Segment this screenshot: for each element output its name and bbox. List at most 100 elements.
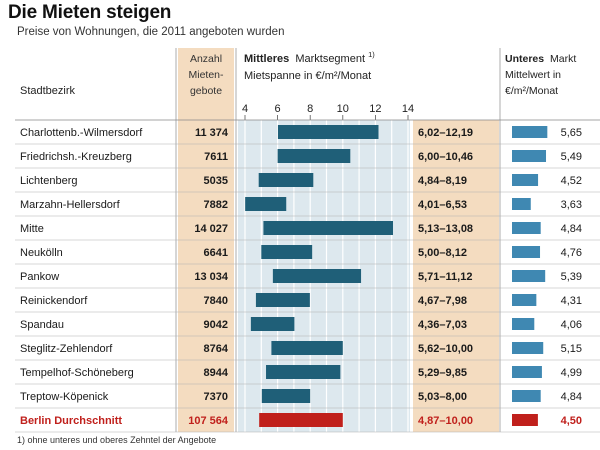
offer-count: 7370 — [204, 391, 228, 403]
range-bar — [261, 245, 313, 259]
range-label: 4,01–6,53 — [418, 199, 467, 211]
table-row: Reinickendorf 7840 4,67–7,98 4,31 — [15, 293, 600, 313]
x-tick-label: 10 — [337, 103, 349, 115]
offer-count: 9042 — [204, 319, 228, 331]
offer-count: 107 564 — [188, 415, 229, 427]
table-row: Charlottenb.-Wilmersdorf 11 374 6,02–12,19… — [15, 125, 600, 145]
mean-bar — [512, 174, 539, 186]
table-row: Steglitz-Zehlendorf 8764 5,62–10,00 5,15 — [15, 341, 600, 361]
range-bar — [263, 221, 394, 235]
district-name: Mitte — [20, 223, 44, 235]
offer-count: 14 027 — [194, 223, 228, 235]
average-range-bar — [259, 413, 343, 427]
header-middle-bold: Mittleres — [244, 53, 289, 65]
range-bar — [272, 269, 362, 283]
header-middle-segment: Mittleres Marktsegment 1) — [244, 50, 375, 65]
mean-bar — [512, 342, 544, 354]
range-label: 4,84–8,19 — [418, 175, 467, 187]
header-middle-rest: Marktsegment — [295, 53, 365, 65]
district-name: Lichtenberg — [20, 175, 78, 187]
header-count-line3: gebote — [190, 85, 222, 97]
mean-bar — [512, 150, 547, 162]
header-count-line2: Mieten- — [188, 69, 224, 81]
x-tick-label: 12 — [369, 103, 381, 115]
mean-bar — [512, 390, 541, 402]
mean-label: 4,50 — [561, 415, 582, 427]
offer-count: 11 374 — [195, 127, 229, 139]
range-label: 5,13–13,08 — [418, 223, 473, 235]
offer-count: 6641 — [204, 247, 228, 259]
district-name: Spandau — [20, 319, 64, 331]
district-name: Treptow-Köpenick — [20, 391, 109, 403]
table-row: Spandau 9042 4,36–7,03 4,06 — [15, 317, 600, 337]
range-bar — [245, 197, 287, 211]
range-label: 4,67–7,98 — [418, 295, 467, 307]
table-row: Friedrichsh.-Kreuzberg 7611 6,00–10,46 5,49 — [15, 149, 600, 169]
offer-count: 8944 — [204, 367, 229, 379]
range-bar — [255, 293, 310, 307]
header-lower-line3: €/m²/Monat — [505, 85, 558, 97]
range-label: 5,00–8,12 — [418, 247, 467, 259]
mean-bar — [512, 270, 546, 282]
mean-label: 4,06 — [561, 319, 582, 331]
mean-label: 3,63 — [561, 199, 582, 211]
header-middle-sup: 1) — [368, 50, 375, 59]
table-row: Pankow 13 034 5,71–11,12 5,39 — [15, 269, 600, 289]
district-name: Friedrichsh.-Kreuzberg — [20, 151, 132, 163]
average-mean-bar — [512, 414, 538, 426]
mean-bar — [512, 198, 531, 210]
offer-count: 5035 — [204, 175, 228, 187]
range-label: 5,29–9,85 — [418, 367, 467, 379]
range-label: 5,62–10,00 — [418, 343, 473, 355]
mean-label: 5,39 — [561, 271, 582, 283]
range-label: 6,00–10,46 — [418, 151, 473, 163]
district-name: Reinickendorf — [20, 295, 88, 307]
header-lower-rest: Markt — [550, 53, 576, 65]
range-label: 6,02–12,19 — [418, 127, 473, 139]
header-lower-line2: Mittelwert in — [505, 69, 561, 81]
range-label: 5,03–8,00 — [418, 391, 467, 403]
x-tick-label: 8 — [307, 103, 313, 115]
x-tick-label: 14 — [402, 103, 414, 115]
table-row: Lichtenberg 5035 4,84–8,19 4,52 — [15, 173, 600, 193]
offer-count: 13 034 — [194, 271, 229, 283]
district-name: Pankow — [20, 271, 59, 283]
range-column-bg — [413, 120, 499, 432]
table-row: Tempelhof-Schöneberg 8944 5,29–9,85 4,99 — [15, 365, 600, 385]
mean-label: 5,65 — [561, 127, 582, 139]
header-district: Stadtbezirk — [20, 85, 76, 97]
range-bar — [250, 317, 295, 331]
header-lower-bold: Unteres — [505, 53, 544, 65]
mean-label: 4,99 — [561, 367, 582, 379]
mean-label: 4,84 — [561, 391, 582, 403]
mean-label: 5,49 — [561, 151, 582, 163]
mean-bar — [512, 294, 537, 306]
footnote: 1) ohne unteres und oberes Zehntel der A… — [17, 435, 217, 445]
range-label: 5,71–11,12 — [418, 271, 472, 283]
mean-label: 4,31 — [561, 295, 582, 307]
x-tick-label: 6 — [275, 103, 281, 115]
range-bar — [277, 125, 379, 139]
mean-label: 5,15 — [561, 343, 582, 355]
header-count-line1: Anzahl — [190, 53, 222, 65]
range-label: 4,87–10,00 — [418, 415, 473, 427]
mean-bar — [512, 222, 541, 234]
range-bar — [258, 173, 314, 187]
offer-count: 7840 — [204, 295, 228, 307]
mean-label: 4,84 — [561, 223, 582, 235]
mean-bar — [512, 366, 542, 378]
district-name: Steglitz-Zehlendorf — [20, 343, 113, 355]
mean-label: 4,76 — [561, 247, 582, 259]
table-row: Treptow-Köpenick 7370 5,03–8,00 4,84 — [15, 389, 600, 409]
table-row: Marzahn-Hellersdorf 7882 4,01–6,53 3,63 — [15, 197, 600, 217]
column-backgrounds — [178, 48, 499, 432]
district-name: Marzahn-Hellersdorf — [20, 199, 121, 211]
range-bar — [277, 149, 351, 163]
district-name: Charlottenb.-Wilmersdorf — [20, 127, 143, 139]
table-rows: Charlottenb.-Wilmersdorf 11 374 6,02–12,19… — [15, 119, 600, 433]
chart-title: Die Mieten steigen — [8, 2, 172, 23]
table-row: Mitte 14 027 5,13–13,08 4,84 — [15, 221, 600, 241]
mean-bar — [512, 246, 541, 258]
district-name: Berlin Durchschnitt — [20, 415, 122, 427]
